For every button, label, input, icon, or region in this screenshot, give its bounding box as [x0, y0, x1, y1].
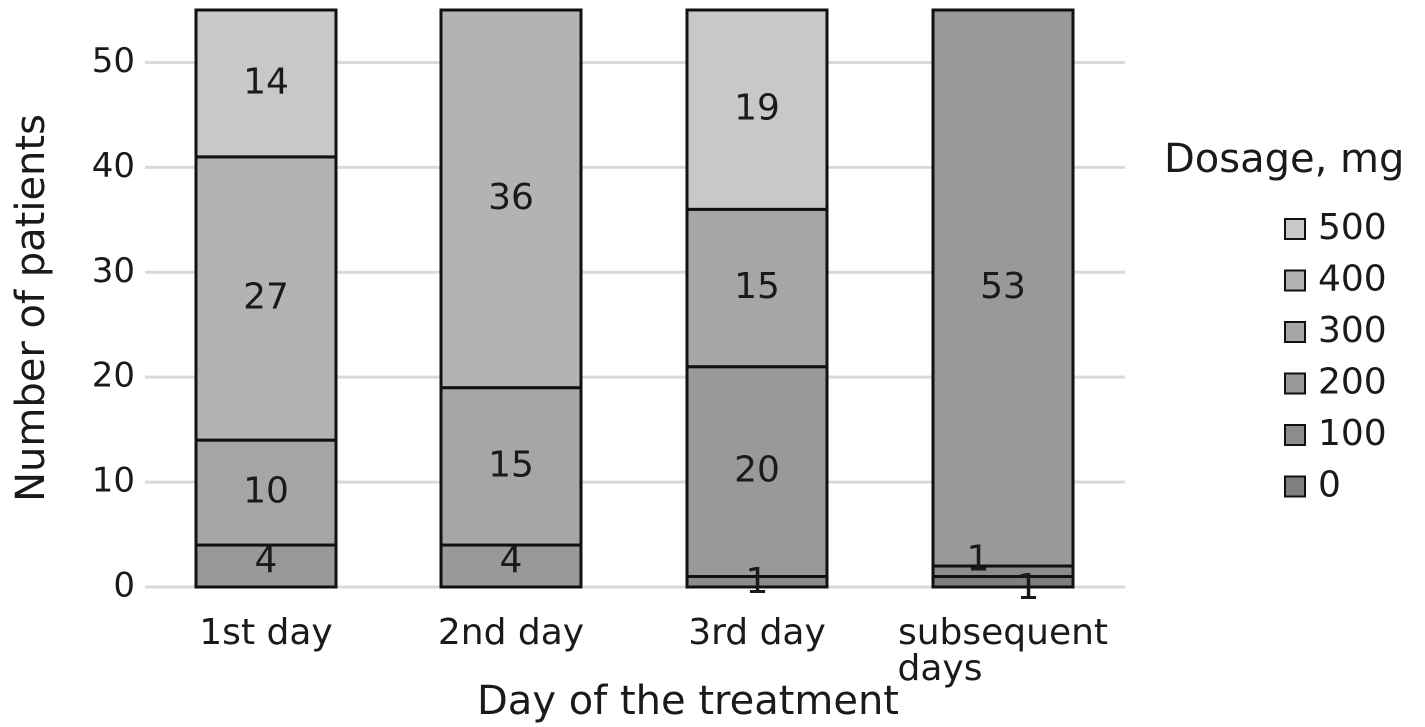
legend: 500 400 300 200 100 0: [1284, 207, 1387, 506]
legend-item: 500: [1284, 207, 1387, 248]
legend-item: 100: [1284, 413, 1387, 454]
legend-item: 400: [1284, 259, 1387, 300]
data-label: 20: [734, 450, 780, 491]
bar-segment: [931, 575, 1075, 589]
legend-swatch: [1284, 475, 1306, 498]
x-tick-label: 2nd day: [438, 612, 584, 653]
data-label: 36: [488, 177, 534, 218]
data-label: 15: [488, 444, 534, 485]
legend-swatch: [1284, 372, 1306, 395]
legend-label: 200: [1318, 362, 1387, 403]
data-label: 1: [967, 539, 990, 580]
data-label: 1: [1017, 567, 1040, 608]
data-label: 19: [734, 88, 780, 129]
x-tick-label-line: subsequent: [898, 612, 1108, 653]
x-tick-label: 3rd day: [688, 612, 826, 653]
legend-label: 400: [1318, 259, 1387, 300]
legend-swatch: [1284, 321, 1306, 343]
y-tick-label: 0: [113, 566, 135, 606]
legend-label: 500: [1318, 207, 1387, 248]
x-tick-label-line: 2nd day: [438, 612, 584, 653]
data-label: 15: [734, 266, 780, 307]
bar-segment: [931, 564, 1075, 579]
x-tick-label-line: days: [898, 648, 983, 689]
legend-item: 300: [1284, 310, 1387, 351]
bar-stack: 11 53: [931, 8, 1075, 608]
y-tick-label: 10: [92, 461, 135, 501]
data-label: 27: [243, 277, 289, 318]
legend-label: 0: [1318, 465, 1341, 506]
legend-item: 200: [1284, 362, 1387, 403]
data-label: 14: [243, 61, 289, 102]
legend-title: Dosage, mg: [1164, 136, 1404, 182]
bar-segment: [685, 207, 829, 369]
x-tick-label-line: 3rd day: [688, 612, 826, 653]
legend-label: 100: [1318, 413, 1387, 454]
bar-outline: [931, 8, 1075, 589]
x-tick-label: subsequent days: [898, 612, 1109, 689]
bar-segment: [931, 8, 1075, 568]
y-axis-title: Number of patients: [8, 114, 54, 502]
bar-stack: 4 10 27 14: [194, 8, 338, 589]
x-tick-label-line: 1st day: [199, 612, 332, 653]
data-label: 4: [255, 540, 278, 581]
legend-swatch: [1284, 424, 1306, 446]
y-tick-label: 40: [92, 146, 135, 186]
legend-item: 0: [1284, 465, 1341, 506]
y-axis-ticks: 0 10 20 30 40 50: [92, 41, 135, 606]
x-tick-label: 1st day: [199, 612, 332, 653]
y-tick-label: 50: [92, 41, 135, 81]
legend-swatch: [1284, 218, 1306, 240]
bar-outline: [194, 8, 338, 589]
y-tick-label: 30: [92, 251, 135, 291]
bar-outline: [439, 8, 583, 589]
data-label: 10: [243, 471, 289, 512]
x-axis-ticks: 1st day 2nd day 3rd day subsequent days: [199, 612, 1108, 689]
data-label: 53: [980, 266, 1026, 307]
bar-outline: [685, 8, 829, 589]
bar-segment: [685, 365, 829, 579]
x-axis-title: Day of the treatment: [477, 678, 899, 724]
data-label: 1: [746, 561, 769, 602]
legend-label: 300: [1318, 310, 1387, 351]
bar-segment: [685, 8, 829, 211]
y-tick-label: 20: [92, 356, 135, 396]
bar-stack: 1 20 15 19: [685, 8, 829, 602]
legend-swatch: [1284, 269, 1306, 292]
data-label: 4: [500, 540, 523, 581]
bar-stack: 4 15 36: [439, 8, 583, 589]
